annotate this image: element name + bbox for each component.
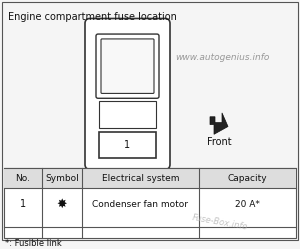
FancyBboxPatch shape [99,132,156,158]
Text: 1: 1 [20,199,26,209]
FancyBboxPatch shape [96,34,159,98]
Text: Front: Front [207,137,231,147]
FancyBboxPatch shape [99,101,156,128]
Text: 1: 1 [124,140,130,150]
Text: Electrical system: Electrical system [102,174,179,183]
Text: www.autogenius.info: www.autogenius.info [175,53,269,62]
FancyBboxPatch shape [4,168,296,238]
Text: Symbol: Symbol [45,174,79,183]
Polygon shape [210,113,228,134]
Text: *: Fusible link: *: Fusible link [5,239,62,249]
Text: Engine compartment fuse location: Engine compartment fuse location [8,12,177,22]
FancyBboxPatch shape [101,39,154,93]
FancyBboxPatch shape [2,2,298,240]
Text: 20 A*: 20 A* [235,200,260,209]
Text: Condenser fan motor: Condenser fan motor [92,200,188,209]
Text: ✸: ✸ [57,198,67,211]
Text: Capacity: Capacity [228,174,267,183]
Text: Fuse-Box.info: Fuse-Box.info [191,213,249,232]
Text: No.: No. [16,174,31,183]
FancyBboxPatch shape [4,168,296,188]
FancyBboxPatch shape [85,18,170,169]
